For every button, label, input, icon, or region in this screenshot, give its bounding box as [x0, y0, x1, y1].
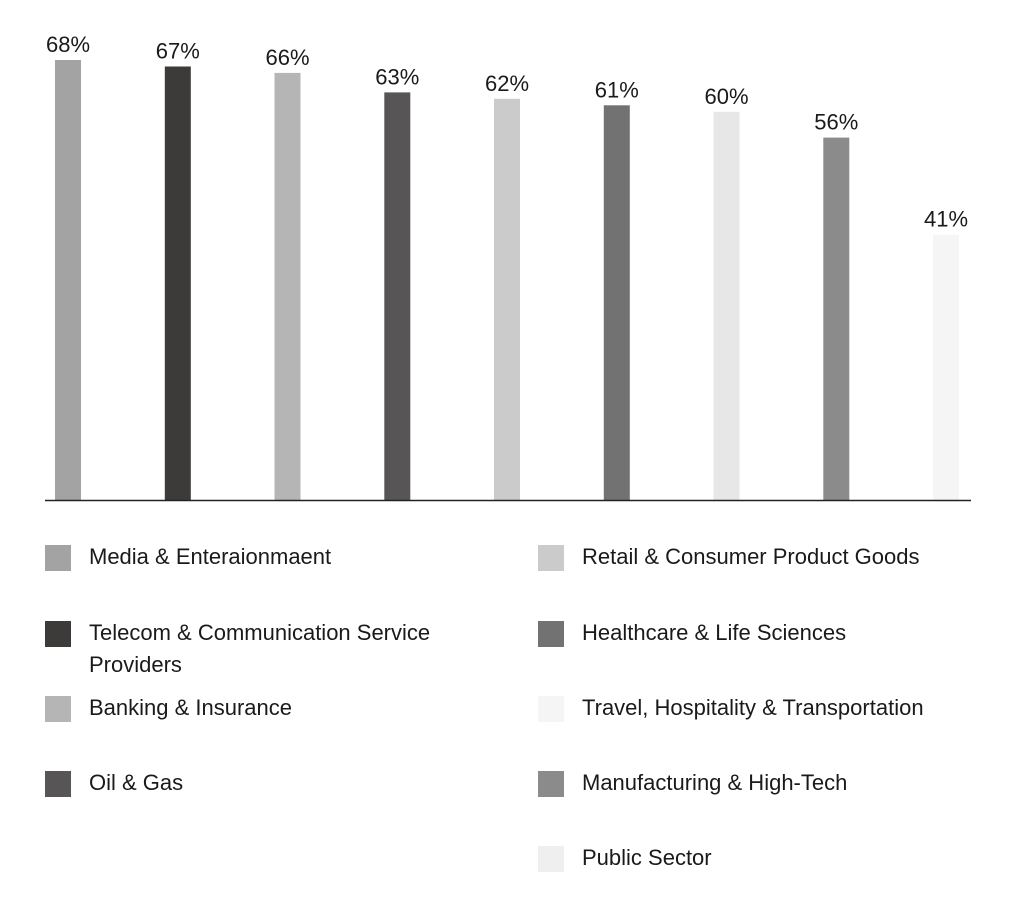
legend-label-media: Media & Enteraionmaent — [89, 544, 332, 569]
legend-item-oil-gas: Oil & Gas — [45, 770, 505, 799]
legend-swatch-travel — [538, 696, 564, 722]
legend-item-manufacturing: Manufacturing & High-Tech — [538, 770, 1008, 799]
bar-4 — [384, 92, 411, 501]
bar-7 — [713, 111, 740, 501]
bar-2 — [164, 66, 191, 500]
bar-chart: 68% 67% 66% 63% 62% 61% 60% 56% 41% — [45, 32, 971, 502]
legend-label-banking: Banking & Insurance — [89, 695, 293, 720]
legend-item-retail: Retail & Consumer Product Goods — [538, 544, 1008, 573]
legend-swatch-healthcare — [538, 621, 564, 647]
bar-5 — [494, 98, 520, 501]
bar-1 — [55, 60, 81, 500]
legend-swatch-banking — [45, 696, 71, 722]
legend-item-banking: Banking & Insurance — [45, 695, 505, 724]
legend-item-media: Media & Enteraionmaent — [45, 544, 505, 573]
legend-item-public-sector: Public Sector — [538, 845, 1008, 874]
value-label-7: 60% — [704, 84, 748, 109]
value-label-3: 66% — [265, 45, 309, 70]
bar-9 — [933, 234, 959, 500]
bar-6 — [603, 105, 630, 501]
legend-swatch-retail — [538, 545, 564, 571]
value-label-6: 61% — [595, 77, 639, 102]
legend-swatch-telecom — [45, 621, 71, 647]
value-label-9: 41% — [924, 207, 968, 232]
legend-label-telecom: Telecom & Communication Service Provider… — [89, 620, 431, 677]
legend-swatch-manufacturing — [538, 771, 564, 797]
value-label-8: 56% — [814, 110, 858, 135]
legend-swatch-media — [45, 545, 71, 571]
value-label-1: 68% — [46, 32, 90, 57]
bar-8 — [823, 137, 850, 500]
bar-3 — [274, 72, 301, 501]
legend-swatch-oil-gas — [45, 771, 71, 797]
legend-item-travel: Travel, Hospitality & Transportation — [538, 695, 1008, 724]
legend-label-public-sector: Public Sector — [582, 845, 712, 870]
legend-item-healthcare: Healthcare & Life Sciences — [538, 620, 1008, 649]
legend-label-travel: Travel, Hospitality & Transportation — [582, 695, 924, 720]
value-label-4: 63% — [375, 64, 419, 89]
value-label-2: 67% — [156, 39, 200, 64]
legend-label-retail: Retail & Consumer Product Goods — [582, 544, 920, 569]
value-label-5: 62% — [485, 71, 529, 96]
legend-swatch-public-sector — [538, 846, 564, 872]
legend-label-manufacturing: Manufacturing & High-Tech — [582, 770, 848, 795]
legend-item-telecom: Telecom & Communication Service Provider… — [45, 620, 505, 681]
legend-label-healthcare: Healthcare & Life Sciences — [582, 620, 847, 645]
legend-label-oil-gas: Oil & Gas — [89, 770, 184, 795]
